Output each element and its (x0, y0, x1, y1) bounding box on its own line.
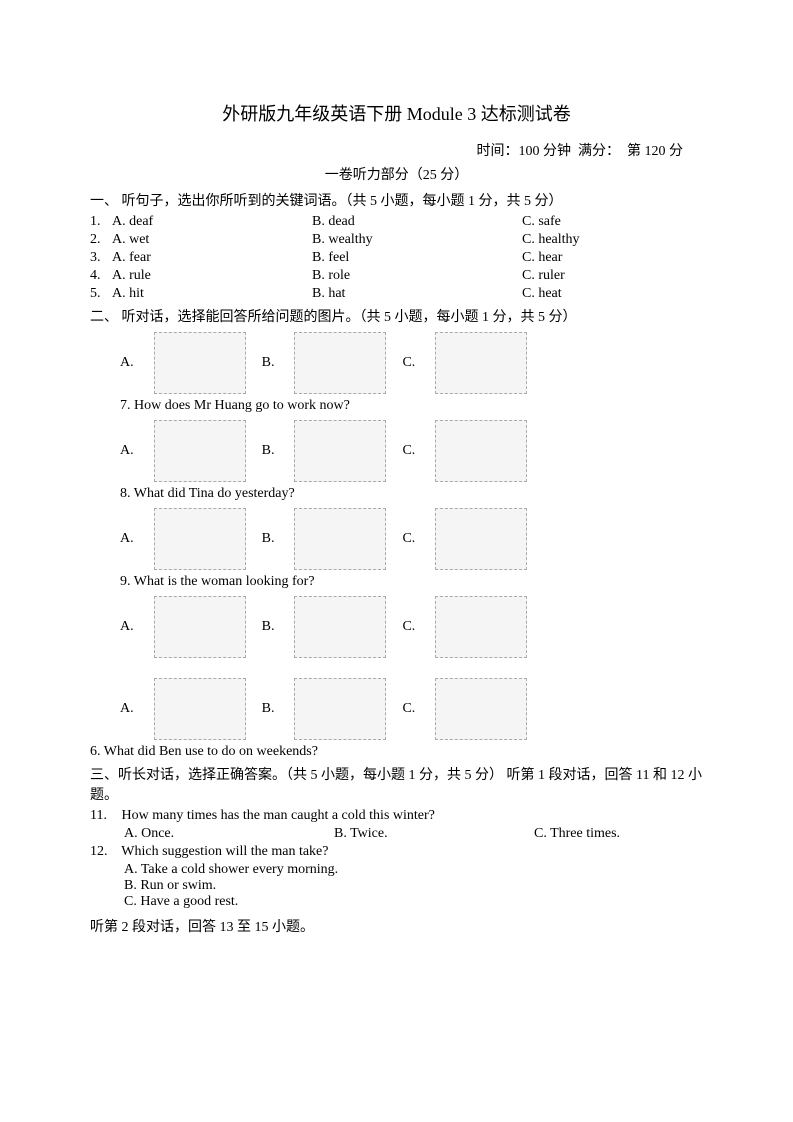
q6-text: 6. What did Ben use to do on weekends? (90, 744, 703, 760)
section-3-continue: 听第 2 段对话，回答 13 至 15 小题。 (90, 916, 703, 936)
opt-c-label: C. (402, 619, 415, 635)
q2-row: 2. A. wet B. wealthy C. healthy (90, 232, 703, 248)
postoffice-image-icon (435, 596, 527, 658)
opt-b-label: B. (262, 443, 275, 459)
opt-c-label: C. (402, 701, 415, 717)
q2-c: C. healthy (522, 232, 703, 248)
q11-text: How many times has the man caught a cold… (122, 808, 435, 823)
q-num: 4. (90, 268, 112, 284)
q1-b: B. dead (312, 214, 522, 230)
q11-a: A. Once. (124, 826, 334, 842)
baseball-image-icon (435, 332, 527, 394)
q1-row: 1. A. deaf B. dead C. safe (90, 214, 703, 230)
q11-opts: A. Once. B. Twice. C. Three times. (124, 826, 703, 842)
car-image-icon (294, 420, 386, 482)
q12-num: 12. (90, 844, 118, 860)
train-image-icon (154, 420, 246, 482)
opt-a-label: A. (120, 443, 134, 459)
q5-row: 5. A. hit B. hat C. heat (90, 286, 703, 302)
q12-b: B. Run or swim. (124, 878, 703, 894)
q9-text: 9. What is the woman looking for? (120, 574, 703, 590)
q1-c: C. safe (522, 214, 703, 230)
q4-c: C. ruler (522, 268, 703, 284)
opt-c-label: C. (402, 355, 415, 371)
school-image-icon (154, 596, 246, 658)
time-value: 100 分钟 (519, 144, 572, 159)
q2-b: B. wealthy (312, 232, 522, 248)
q3-a: A. fear (112, 250, 312, 266)
classroom-image-icon (154, 678, 246, 740)
q8-text: 8. What did Tina do yesterday? (120, 486, 703, 502)
meta-line: 时间：100 分钟 满分： 第 120 分 (90, 140, 703, 160)
q4-row: 4. A. rule B. role C. ruler (90, 268, 703, 284)
score-value: 第 120 分 (627, 144, 683, 159)
soccer-image-icon (294, 332, 386, 394)
q12: 12. Which suggestion will the man take? (90, 844, 703, 860)
q11-c: C. Three times. (534, 826, 703, 842)
q10-images: A. B. C. (120, 678, 703, 740)
q3-row: 3. A. fear B. feel C. hear (90, 250, 703, 266)
q7-images: A. B. C. (120, 420, 703, 482)
q4-a: A. rule (112, 268, 312, 284)
score-label: 满分： (578, 144, 620, 159)
opt-a-label: A. (120, 701, 134, 717)
cooking-image-icon (294, 508, 386, 570)
q11-b: B. Twice. (334, 826, 534, 842)
q4-b: B. role (312, 268, 522, 284)
section-1-heading: 一、 听句子，选出你所听到的关键词语。（共 5 小题，每小题 1 分，共 5 分… (90, 190, 703, 210)
q12-c: C. Have a good rest. (124, 894, 703, 910)
page-title: 外研版九年级英语下册 Module 3 达标测试卷 (90, 100, 703, 126)
q7-text: 7. How does Mr Huang go to work now? (120, 398, 703, 414)
q11-num: 11. (90, 808, 118, 824)
q6-images: A. B. C. (120, 332, 703, 394)
q12-a: A. Take a cold shower every morning. (124, 862, 703, 878)
section-3-heading: 三、听长对话，选择正确答案。（共 5 小题，每小题 1 分，共 5 分） 听第 … (90, 764, 703, 804)
q11: 11. How many times has the man caught a … (90, 808, 703, 824)
store-image-icon (294, 596, 386, 658)
opt-a-label: A. (120, 355, 134, 371)
opt-a-label: A. (120, 619, 134, 635)
q1-a: A. deaf (112, 214, 312, 230)
exam-page: 外研版九年级英语下册 Module 3 达标测试卷 时间：100 分钟 满分： … (0, 0, 793, 1122)
opt-b-label: B. (262, 701, 275, 717)
q3-b: B. feel (312, 250, 522, 266)
q3-c: C. hear (522, 250, 703, 266)
english-image-icon (435, 678, 527, 740)
opt-c-label: C. (402, 443, 415, 459)
q-num: 3. (90, 250, 112, 266)
opt-b-label: B. (262, 619, 275, 635)
opt-a-label: A. (120, 531, 134, 547)
time-label: 时间： (477, 144, 519, 159)
opt-c-label: C. (402, 531, 415, 547)
q-num: 2. (90, 232, 112, 248)
bus-image-icon (435, 420, 527, 482)
section-2-heading: 二、 听对话，选择能回答所给问题的图片。（共 5 小题，每小题 1 分，共 5 … (90, 306, 703, 326)
running-image-icon (435, 508, 527, 570)
q9-images: A. B. C. (120, 596, 703, 658)
q12-text: Which suggestion will the man take? (121, 844, 328, 859)
q5-a: A. hit (112, 286, 312, 302)
math-image-icon (294, 678, 386, 740)
q2-a: A. wet (112, 232, 312, 248)
q-num: 1. (90, 214, 112, 230)
q8-images: A. B. C. (120, 508, 703, 570)
q5-c: C. heat (522, 286, 703, 302)
computer-image-icon (154, 508, 246, 570)
q-num: 5. (90, 286, 112, 302)
q5-b: B. hat (312, 286, 522, 302)
opt-b-label: B. (262, 531, 275, 547)
listening-subtitle: 一卷听力部分（25 分） (90, 164, 703, 184)
opt-b-label: B. (262, 355, 275, 371)
basketball-image-icon (154, 332, 246, 394)
